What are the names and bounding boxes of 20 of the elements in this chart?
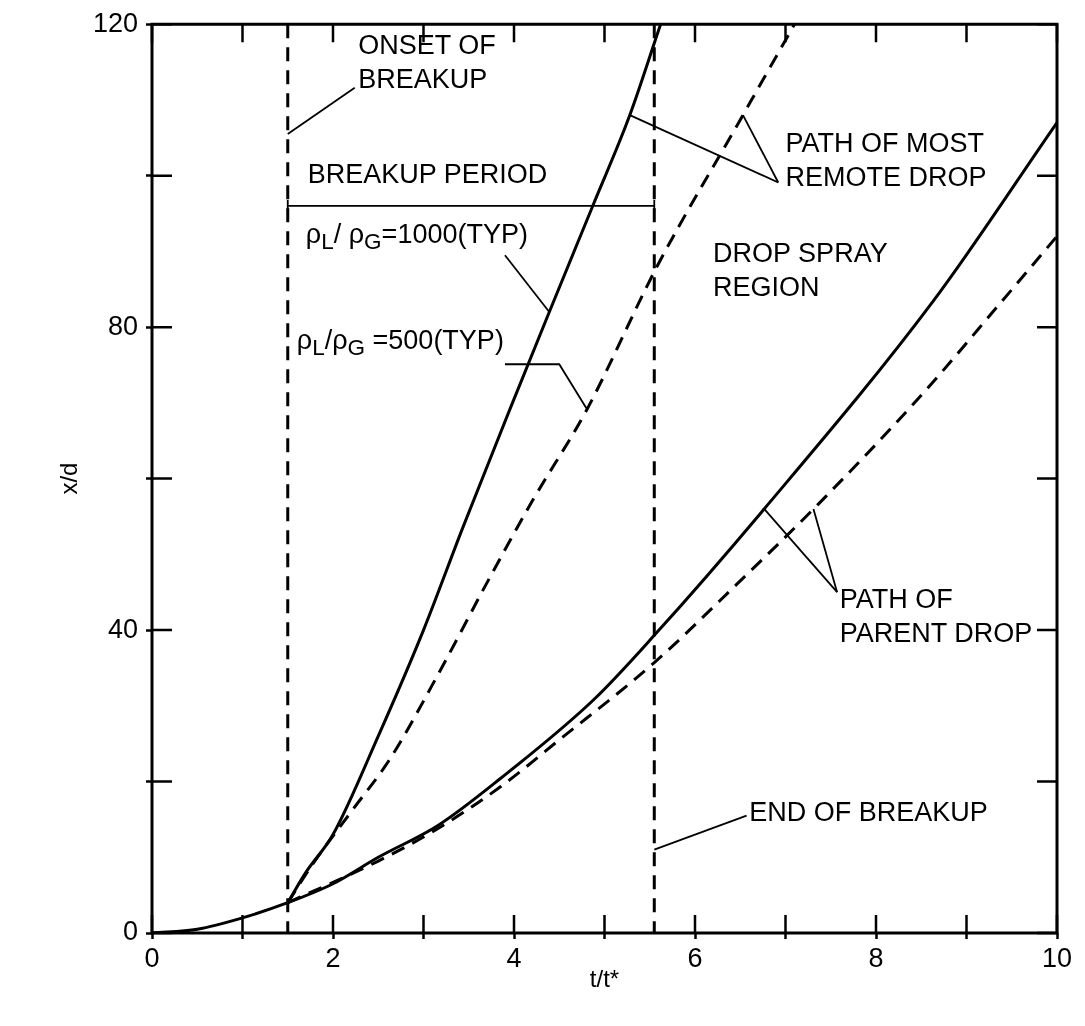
annotation: DROP SPRAY REGION bbox=[713, 237, 888, 305]
x-axis-title: t/t* bbox=[589, 965, 620, 993]
annotation: END OF BREAKUP bbox=[749, 796, 988, 830]
annotation: PATH OF MOST REMOTE DROP bbox=[785, 127, 987, 195]
x-tick-label: 10 bbox=[1041, 942, 1073, 973]
x-tick-label: 2 bbox=[325, 942, 341, 973]
x-tick-label: 0 bbox=[144, 942, 160, 973]
x-tick-label: 4 bbox=[506, 942, 522, 973]
y-axis-title: x/d bbox=[55, 462, 83, 495]
annotation: BREAKUP PERIOD bbox=[307, 157, 548, 191]
x-tick-label: 6 bbox=[687, 942, 703, 973]
y-tick-label: 80 bbox=[107, 310, 138, 341]
y-tick-label: 120 bbox=[92, 7, 138, 38]
y-tick-label: 40 bbox=[107, 613, 138, 644]
annotation: PATH OF PARENT DROP bbox=[839, 583, 1033, 651]
annotation: ρ$_{L}$/ ρ$_{G}$=1000(TYP) bbox=[305, 218, 528, 257]
annotation: ρ$_{L}$/ρ$_{G}$ =500(TYP) bbox=[296, 324, 504, 363]
x-tick-label: 8 bbox=[868, 942, 884, 973]
annotation: ONSET OF BREAKUP bbox=[358, 29, 496, 96]
y-tick-label: 0 bbox=[122, 916, 138, 947]
